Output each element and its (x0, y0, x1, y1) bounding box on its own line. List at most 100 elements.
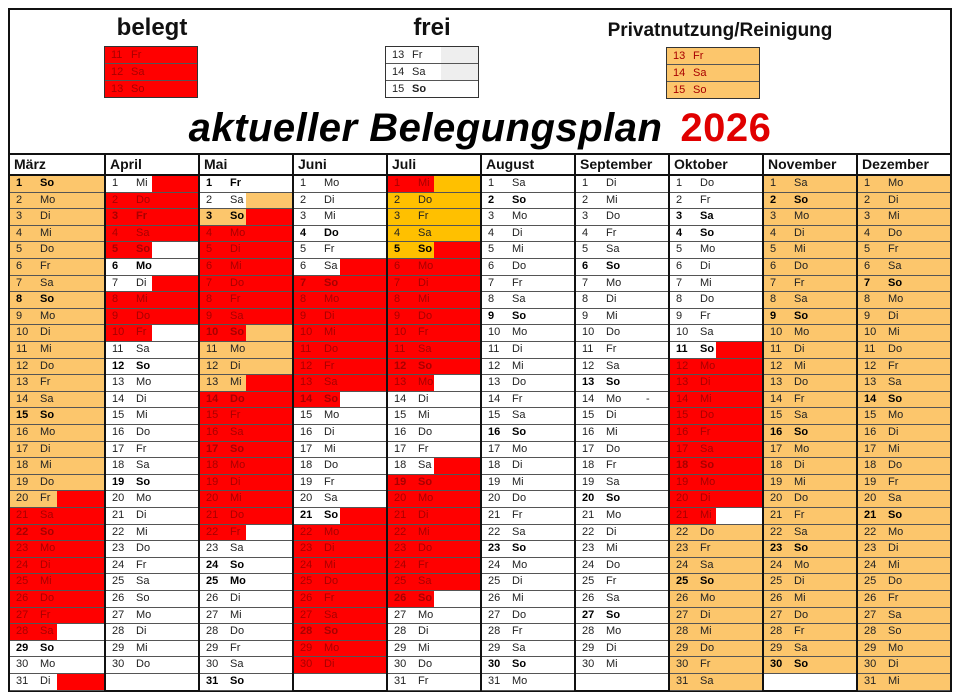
day-cell[interactable]: 19 Di (200, 474, 292, 492)
day-cell[interactable]: 12 Mi (764, 358, 856, 376)
day-cell[interactable]: 25 Fr (576, 574, 668, 591)
day-cell[interactable]: 18 Do (294, 458, 386, 475)
day-cell[interactable]: 30 Di (294, 657, 386, 674)
day-cell[interactable]: 4 Mo (200, 225, 292, 243)
day-cell[interactable]: 30 Fr (670, 657, 762, 674)
day-cell[interactable]: 1 Di (576, 176, 668, 193)
day-cell[interactable]: 22 Sa (764, 524, 856, 542)
day-cell[interactable]: 9 So (764, 308, 856, 326)
day-cell[interactable]: 24 Sa (670, 557, 762, 575)
day-cell[interactable]: 17 Di (10, 441, 104, 459)
day-cell[interactable]: 3 Di (10, 209, 104, 226)
day-cell[interactable]: 6 Mo (106, 259, 198, 276)
day-cell[interactable]: 24 Do (576, 557, 668, 575)
day-cell[interactable]: 16 Mi (576, 425, 668, 442)
day-cell[interactable]: 18 Mi (10, 458, 104, 475)
day-cell[interactable]: 9 Di (294, 308, 386, 326)
day-cell[interactable]: 17 Fr (106, 441, 198, 459)
day-cell[interactable]: 12 Fr (858, 358, 950, 376)
day-cell[interactable]: 5 Mi (482, 242, 574, 259)
day-cell[interactable]: 23 So (482, 541, 574, 558)
day-cell[interactable]: 8 Sa (482, 292, 574, 309)
day-cell[interactable]: 27 So (576, 607, 668, 625)
day-cell[interactable]: 30 So (482, 657, 574, 674)
day-cell[interactable]: 26 Di (200, 591, 292, 608)
day-cell[interactable]: 31 Mi (858, 674, 950, 691)
day-cell[interactable]: 26 Mo (670, 591, 762, 608)
day-cell[interactable]: 19 Mi (482, 474, 574, 492)
day-cell[interactable]: 28 Di (388, 624, 480, 641)
day-cell[interactable]: 31 Fr (388, 674, 480, 691)
day-cell[interactable]: 22 So (10, 524, 104, 542)
day-cell[interactable]: 24 Di (10, 557, 104, 575)
day-cell[interactable]: 5 So (388, 242, 480, 259)
day-cell[interactable]: 24 Mo (764, 557, 856, 575)
day-cell[interactable]: 18 Sa (388, 458, 480, 475)
day-cell[interactable]: 4 Di (764, 225, 856, 243)
day-cell[interactable]: 12 Mo (670, 358, 762, 376)
day-cell[interactable]: 14 Di (388, 391, 480, 409)
day-cell[interactable]: 25 Di (482, 574, 574, 591)
day-cell[interactable]: 11 Di (764, 342, 856, 359)
day-cell[interactable]: 8 So (10, 292, 104, 309)
day-cell[interactable]: 1 Mi (106, 176, 198, 193)
day-cell[interactable]: 7 Fr (482, 275, 574, 293)
day-cell[interactable]: 6 Di (670, 259, 762, 276)
day-cell[interactable]: 23 Mo (10, 541, 104, 558)
day-cell[interactable]: 20 Mo (388, 491, 480, 508)
day-cell[interactable]: 28 Fr (764, 624, 856, 641)
day-cell[interactable]: 6 Fr (10, 259, 104, 276)
day-cell[interactable]: 16 Sa (200, 425, 292, 442)
day-cell[interactable]: 29 Fr (200, 640, 292, 658)
day-cell[interactable]: 12 Fr (294, 358, 386, 376)
day-cell[interactable]: 5 Do (10, 242, 104, 259)
day-cell[interactable]: 23 Sa (200, 541, 292, 558)
day-cell[interactable]: 16 So (482, 425, 574, 442)
day-cell[interactable]: 14 Sa (10, 391, 104, 409)
day-cell[interactable]: 24 Fr (388, 557, 480, 575)
day-cell[interactable]: 21 Sa (10, 508, 104, 525)
day-cell[interactable]: 7 Mo (576, 275, 668, 293)
day-cell[interactable]: 9 So (482, 308, 574, 326)
day-cell[interactable]: 7 Di (388, 275, 480, 293)
day-cell[interactable]: 4 Do (294, 225, 386, 243)
day-cell[interactable]: 29 Mi (106, 640, 198, 658)
day-cell[interactable]: 19 So (106, 474, 198, 492)
day-cell[interactable]: 10 Mo (482, 325, 574, 342)
day-cell[interactable]: 29 Sa (482, 640, 574, 658)
day-cell[interactable]: 26 Fr (858, 591, 950, 608)
day-cell[interactable]: 7 Sa (10, 275, 104, 293)
day-cell[interactable]: 22 Sa (482, 524, 574, 542)
day-cell[interactable]: 20 So (576, 491, 668, 508)
day-cell[interactable]: 17 Do (576, 441, 668, 459)
day-cell[interactable]: 20 Mo (106, 491, 198, 508)
day-cell[interactable]: 19 Mo (670, 474, 762, 492)
day-cell[interactable]: 8 Mi (388, 292, 480, 309)
day-cell[interactable]: 2 So (764, 192, 856, 210)
day-cell[interactable]: 14 So (858, 391, 950, 409)
day-cell[interactable]: 16 So (764, 425, 856, 442)
day-cell[interactable]: 14 Mi (670, 391, 762, 409)
day-cell[interactable]: 9 Do (388, 308, 480, 326)
day-cell[interactable]: 1 Mo (858, 176, 950, 193)
day-cell[interactable]: 15 Sa (764, 408, 856, 425)
day-cell[interactable]: 20 Fr (10, 491, 104, 508)
day-cell[interactable]: 27 Do (764, 607, 856, 625)
day-cell[interactable]: 2 Do (106, 192, 198, 210)
day-cell[interactable]: 12 So (106, 358, 198, 376)
day-cell[interactable]: 20 Mi (200, 491, 292, 508)
day-cell[interactable]: 19 Do (10, 474, 104, 492)
day-cell[interactable]: 9 Do (106, 308, 198, 326)
day-cell[interactable]: 15 Fr (200, 408, 292, 425)
day-cell[interactable]: 1 Mi (388, 176, 480, 193)
day-cell[interactable]: 13 So (576, 375, 668, 392)
day-cell[interactable]: 23 Do (388, 541, 480, 558)
day-cell[interactable]: 26 Mi (764, 591, 856, 608)
day-cell[interactable]: 20 Sa (858, 491, 950, 508)
day-cell[interactable]: 1 Mo (294, 176, 386, 193)
day-cell[interactable]: 5 Mi (764, 242, 856, 259)
day-cell[interactable]: 22 Do (670, 524, 762, 542)
day-cell[interactable]: 30 Sa (200, 657, 292, 674)
day-cell[interactable]: 12 Sa (576, 358, 668, 376)
day-cell[interactable]: 31 So (200, 674, 292, 691)
